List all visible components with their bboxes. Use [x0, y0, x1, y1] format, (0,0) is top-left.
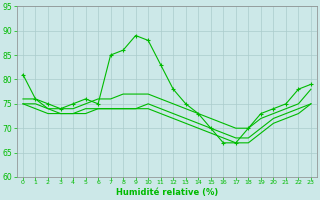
X-axis label: Humidité relative (%): Humidité relative (%) [116, 188, 218, 197]
